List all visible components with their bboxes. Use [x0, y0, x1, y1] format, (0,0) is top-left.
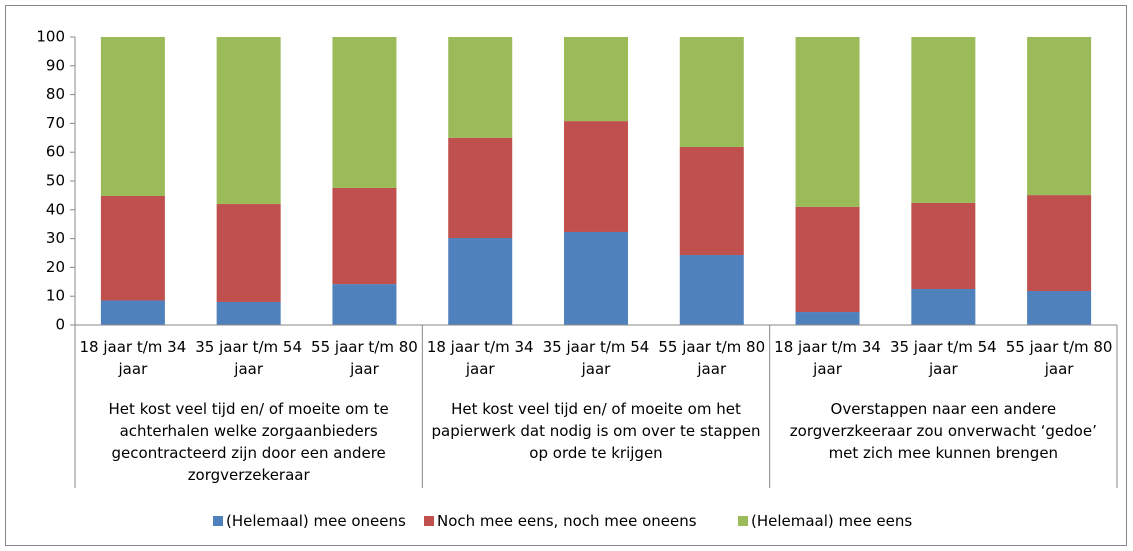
bar-segment — [564, 231, 628, 325]
y-tick-label: 90 — [46, 56, 65, 74]
y-tick-label: 20 — [46, 258, 65, 276]
y-tick-label: 70 — [46, 114, 65, 132]
bar-segment — [216, 37, 281, 205]
x-tick-label: 35 jaar t/m 54 jaar — [195, 338, 303, 378]
bar-segment — [448, 238, 513, 325]
group-label: Het kost veel tijd en/ of moeite om te a… — [108, 400, 389, 484]
bar-segment — [679, 37, 744, 148]
group-label: Overstappen naar een andere zorgverzkeer… — [789, 400, 1097, 462]
bar-segment — [100, 37, 165, 196]
bar-segment — [100, 195, 165, 301]
bar-segment — [564, 37, 628, 122]
bar-segment — [911, 37, 976, 203]
y-tick-label: 40 — [46, 200, 65, 218]
bar-segment — [911, 202, 976, 289]
x-tick-label: 18 jaar t/m 34 jaar — [774, 338, 881, 378]
x-tick-label: 55 jaar t/m 80 jaar — [658, 338, 766, 378]
y-tick-label: 60 — [46, 143, 65, 161]
legend-label: (Helemaal) mee eens — [751, 512, 913, 530]
y-tick-label: 100 — [36, 28, 65, 46]
bar-segment — [1027, 195, 1092, 292]
legend-swatch — [424, 516, 434, 526]
bar-segment — [795, 206, 860, 313]
bar-segment — [100, 300, 165, 325]
x-tick-label: 55 jaar t/m 80 jaar — [311, 338, 418, 378]
x-tick-label: 18 jaar t/m 34 jaar — [426, 338, 534, 378]
legend-swatch — [738, 516, 748, 526]
x-tick-label: 18 jaar t/m 34 jaar — [79, 338, 187, 378]
bar-segment — [795, 312, 860, 325]
legend-label: Noch mee eens, noch mee oneens — [437, 512, 697, 530]
x-tick-label: 55 jaar t/m 80 jaar — [1005, 338, 1113, 378]
y-tick-label: 30 — [46, 229, 65, 247]
legend-label: (Helemaal) mee oneens — [226, 512, 406, 530]
bar-segment — [679, 255, 744, 325]
legend-item: (Helemaal) mee oneens — [213, 512, 406, 530]
legend-swatch — [213, 516, 223, 526]
bar-segment — [448, 137, 513, 239]
bar-segment — [332, 187, 397, 285]
bar-segment — [679, 147, 744, 256]
bar-segment — [564, 121, 628, 232]
x-tick-label: 35 jaar t/m 54 jaar — [889, 338, 997, 378]
bar-segment — [795, 37, 860, 207]
y-tick-label: 10 — [46, 287, 65, 305]
bar-segment — [216, 204, 281, 302]
bar-segment — [216, 301, 281, 325]
y-tick-label: 80 — [46, 85, 65, 103]
bar-segment — [911, 289, 976, 325]
bar-segment — [332, 37, 397, 188]
bar-segment — [448, 37, 513, 138]
legend-item: (Helemaal) mee eens — [738, 512, 912, 530]
bar-segment — [332, 284, 397, 325]
group-label: Het kost veel tijd en/ of moeite om het … — [431, 400, 761, 462]
y-tick-label: 50 — [46, 172, 65, 190]
bar-segment — [1027, 37, 1092, 196]
x-tick-label: 35 jaar t/m 54 jaar — [542, 338, 650, 378]
bar-segment — [1027, 291, 1092, 325]
legend-item: Noch mee eens, noch mee oneens — [424, 512, 697, 530]
y-tick-label: 0 — [55, 316, 65, 334]
